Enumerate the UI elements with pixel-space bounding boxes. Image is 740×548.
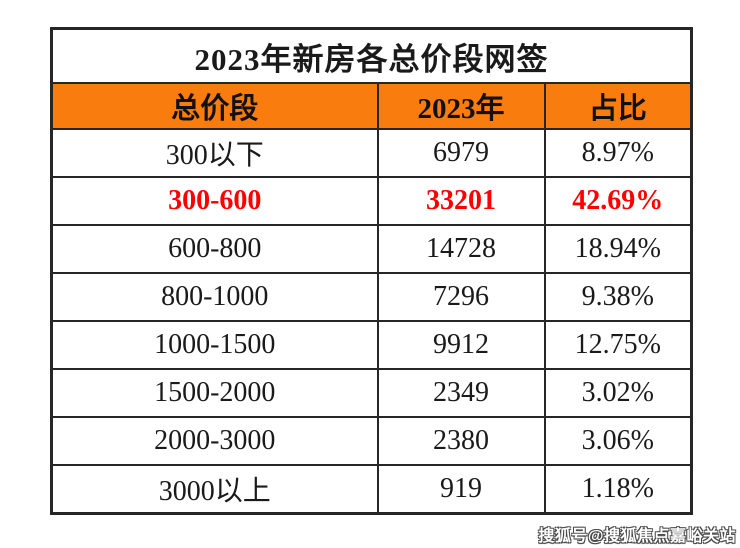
table-row: 2000-3000 2380 3.06% <box>50 416 693 466</box>
cell-share: 42.69% <box>543 176 693 226</box>
cell-count: 7296 <box>376 272 546 322</box>
cell-segment: 1500-2000 <box>50 368 379 418</box>
table-row: 800-1000 7296 9.38% <box>50 272 693 322</box>
cell-segment: 1000-1500 <box>50 320 379 370</box>
cell-share: 8.97% <box>543 128 693 178</box>
cell-segment: 600-800 <box>50 224 379 274</box>
cell-share: 18.94% <box>543 224 693 274</box>
price-segment-table: 2023年新房各总价段网签 总价段 2023年 占比 300以下 6979 8.97… <box>50 27 693 515</box>
cell-count: 919 <box>376 464 546 515</box>
cell-count: 6979 <box>376 128 546 178</box>
title-row: 2023年新房各总价段网签 <box>50 27 693 84</box>
cell-share: 9.38% <box>543 272 693 322</box>
table-row: 300以下 6979 8.97% <box>50 128 693 178</box>
cell-segment: 2000-3000 <box>50 416 379 466</box>
cell-segment: 3000以上 <box>50 464 379 515</box>
column-header-share: 占比 <box>543 82 693 130</box>
table-row: 600-800 14728 18.94% <box>50 224 693 274</box>
cell-segment: 800-1000 <box>50 272 379 322</box>
cell-count: 2349 <box>376 368 546 418</box>
table-row: 1000-1500 9912 12.75% <box>50 320 693 370</box>
header-row: 总价段 2023年 占比 <box>50 82 693 130</box>
cell-share: 1.18% <box>543 464 693 515</box>
watermark: 搜狐号@搜狐焦点嘉峪关站 <box>538 528 736 545</box>
cell-segment: 300以下 <box>50 128 379 178</box>
cell-share: 3.02% <box>543 368 693 418</box>
cell-count: 14728 <box>376 224 546 274</box>
cell-count: 33201 <box>376 176 546 226</box>
table-body: 300以下 6979 8.97% 300-600 33201 42.69% 600-800 1… <box>50 128 693 515</box>
cell-share: 12.75% <box>543 320 693 370</box>
table-row: 3000以上 919 1.18% <box>50 464 693 515</box>
cell-share: 3.06% <box>543 416 693 466</box>
column-header-year: 2023年 <box>376 82 546 130</box>
table-title: 2023年新房各总价段网签 <box>50 27 693 84</box>
column-header-segment: 总价段 <box>50 82 379 130</box>
cell-count: 2380 <box>376 416 546 466</box>
table-row: 1500-2000 2349 3.02% <box>50 368 693 418</box>
cell-segment: 300-600 <box>50 176 379 226</box>
table-row: 300-600 33201 42.69% <box>50 176 693 226</box>
cell-count: 9912 <box>376 320 546 370</box>
